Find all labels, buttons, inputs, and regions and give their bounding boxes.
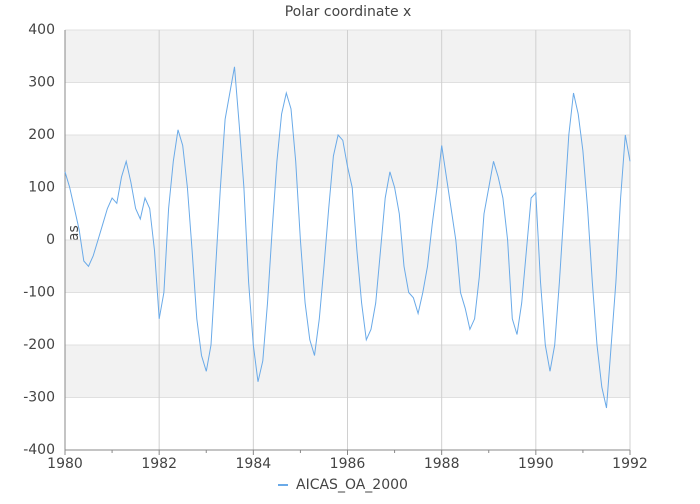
y-tick-label: -400 (23, 442, 55, 458)
x-tick-label: 1992 (612, 456, 648, 472)
y-tick-label: 400 (28, 22, 55, 38)
y-tick-label: 200 (28, 127, 55, 143)
x-tick-label: 1980 (47, 456, 83, 472)
x-tick-label: 1990 (518, 456, 554, 472)
legend-label: AICAS_OA_2000 (296, 477, 408, 493)
y-tick-label: -300 (23, 390, 55, 406)
x-tick-label: 1984 (236, 456, 272, 472)
x-tick-label: 1982 (141, 456, 177, 472)
y-tick-label: -200 (23, 337, 55, 353)
y-tick-label: 300 (28, 75, 55, 91)
data-line (64, 66, 631, 409)
y-tick-label: 0 (46, 232, 55, 248)
x-tick-label: 1986 (330, 456, 366, 472)
y-tick-label: 100 (28, 180, 55, 196)
y-tick-label: -100 (23, 285, 55, 301)
x-tick-label: 1988 (424, 456, 460, 472)
chart-title: Polar coordinate x (285, 4, 412, 20)
